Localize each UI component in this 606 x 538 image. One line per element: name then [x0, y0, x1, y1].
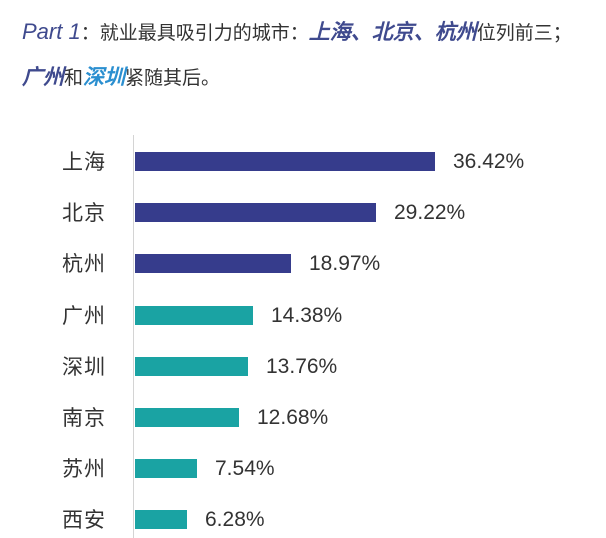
value-label: 18.97%	[309, 252, 381, 275]
part-label: Part 1	[22, 19, 81, 44]
value-label: 12.68%	[257, 406, 329, 429]
value-label: 36.42%	[453, 150, 525, 173]
chart-heading: Part 1：就业最具吸引力的城市：上海、北京、杭州位列前三；广州和深圳紧随其后…	[22, 19, 572, 89]
category-label: 深圳	[62, 355, 106, 379]
value-label: 14.38%	[271, 304, 343, 327]
category-label: 西安	[62, 508, 106, 532]
bar	[135, 510, 187, 529]
bar	[135, 203, 376, 222]
heading-intro: 就业最具吸引力的城市：	[99, 22, 309, 44]
y-axis-line	[133, 135, 134, 538]
category-label: 北京	[62, 201, 106, 225]
category-label: 南京	[62, 406, 106, 430]
category-label: 广州	[62, 304, 106, 328]
bar	[135, 254, 291, 273]
category-label: 苏州	[62, 457, 106, 481]
category-label: 杭州	[62, 252, 106, 276]
value-label: 7.54%	[215, 457, 275, 480]
bar	[135, 408, 239, 427]
value-label: 13.76%	[266, 355, 338, 378]
bar	[135, 152, 435, 171]
category-label: 上海	[62, 150, 106, 174]
value-label: 29.22%	[394, 201, 466, 224]
value-label: 6.28%	[205, 508, 265, 531]
bar	[135, 459, 197, 478]
bar	[135, 357, 248, 376]
bar	[135, 306, 253, 325]
